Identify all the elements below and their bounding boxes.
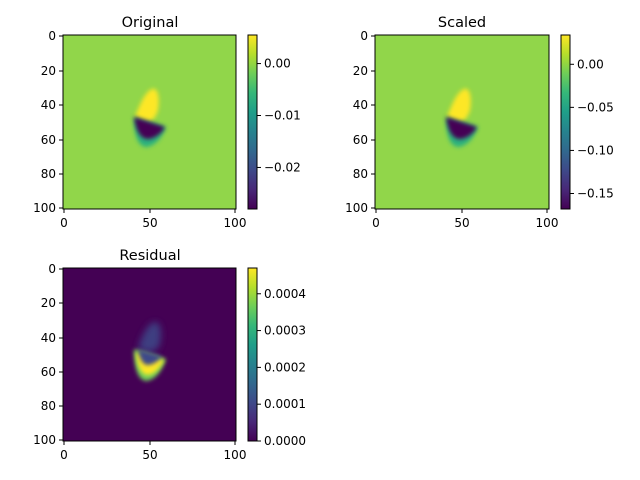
colorbar-tick-label: −0.15: [577, 186, 614, 200]
x-ticks: 0 50 100: [372, 209, 558, 230]
panel-original: Original 0 50 100 0 20 40 60 80: [33, 15, 301, 230]
colorbar-ticks: 0.00 −0.01 −0.02: [257, 57, 301, 174]
x-tick-label: 0: [60, 448, 68, 462]
x-tick-label: 50: [142, 216, 157, 230]
panel-scaled: Scaled 0 50 100 0 20 40 60 80: [345, 15, 614, 230]
y-tick-label: 20: [41, 296, 56, 310]
y-tick-label: 0: [48, 29, 56, 43]
colorbar-tick-label: −0.01: [264, 109, 301, 123]
x-tick-label: 0: [60, 216, 68, 230]
y-tick-label: 100: [33, 201, 56, 215]
y-tick-label: 0: [360, 29, 368, 43]
colorbar: 0.0000 0.0001 0.0002 0.0003 0.0004: [247, 267, 306, 448]
positive-lobe: [135, 88, 159, 124]
y-tick-label: 60: [41, 133, 56, 147]
x-tick-label: 50: [142, 448, 157, 462]
heatmap-image: [63, 35, 236, 209]
y-ticks: 0 20 40 60 80 100: [33, 29, 63, 215]
colorbar: 0.00 −0.05 −0.10 −0.15: [560, 34, 614, 210]
residual-inner-core: [138, 349, 162, 365]
colorbar-tick-label: −0.05: [577, 100, 614, 114]
colorbar-tick-label: 0.00: [264, 57, 291, 71]
x-tick-label: 0: [372, 216, 380, 230]
negative-lobe: [446, 117, 477, 139]
colorbar-gradient: [560, 34, 571, 210]
y-tick-label: 60: [353, 133, 368, 147]
colorbar-tick-label: −0.02: [264, 160, 301, 174]
colorbar-tick-label: 0.0000: [264, 434, 306, 448]
y-tick-label: 100: [345, 201, 368, 215]
y-tick-label: 20: [41, 64, 56, 78]
x-tick-label: 100: [224, 216, 247, 230]
x-tick-label: 50: [454, 216, 469, 230]
chart-title: Residual: [119, 248, 180, 264]
colorbar-tick-label: 0.00: [577, 57, 604, 71]
colorbar-gradient: [247, 267, 258, 442]
x-tick-label: 100: [536, 216, 559, 230]
y-tick-label: 20: [353, 64, 368, 78]
positive-lobe: [447, 88, 471, 124]
negative-lobe: [134, 117, 165, 139]
x-ticks: 0 50 100: [60, 209, 246, 230]
colorbar-ticks: 0.00 −0.05 −0.10 −0.15: [570, 57, 614, 200]
colorbar-tick-label: 0.0002: [264, 360, 306, 374]
colorbar-ticks: 0.0000 0.0001 0.0002 0.0003 0.0004: [257, 287, 306, 448]
y-ticks: 0 20 40 60 80 100: [345, 29, 375, 215]
y-tick-label: 40: [41, 98, 56, 112]
y-tick-label: 80: [353, 167, 368, 181]
x-ticks: 0 50 100: [60, 441, 246, 462]
y-tick-label: 100: [33, 433, 56, 447]
colorbar-tick-label: 0.0004: [264, 287, 306, 301]
y-tick-label: 0: [48, 262, 56, 276]
y-tick-label: 60: [41, 365, 56, 379]
colorbar-tick-label: 0.0003: [264, 324, 306, 338]
y-tick-label: 80: [41, 399, 56, 413]
residual-upper-halo: [138, 322, 161, 353]
heatmap-image: [375, 35, 549, 209]
y-tick-label: 40: [41, 331, 56, 345]
panel-residual: Residual 0 50 100 0 20 40 60: [33, 248, 306, 462]
y-tick-label: 40: [353, 98, 368, 112]
colorbar-tick-label: −0.10: [577, 143, 614, 157]
chart-title: Original: [122, 15, 179, 31]
colorbar-gradient: [247, 34, 258, 210]
y-ticks: 0 20 40 60 80 100: [33, 262, 63, 447]
y-tick-label: 80: [41, 167, 56, 181]
chart-title: Scaled: [438, 15, 486, 31]
heatmap-image: [63, 268, 236, 441]
colorbar-tick-label: 0.0001: [264, 397, 306, 411]
colorbar: 0.00 −0.01 −0.02: [247, 34, 301, 210]
x-tick-label: 100: [224, 448, 247, 462]
